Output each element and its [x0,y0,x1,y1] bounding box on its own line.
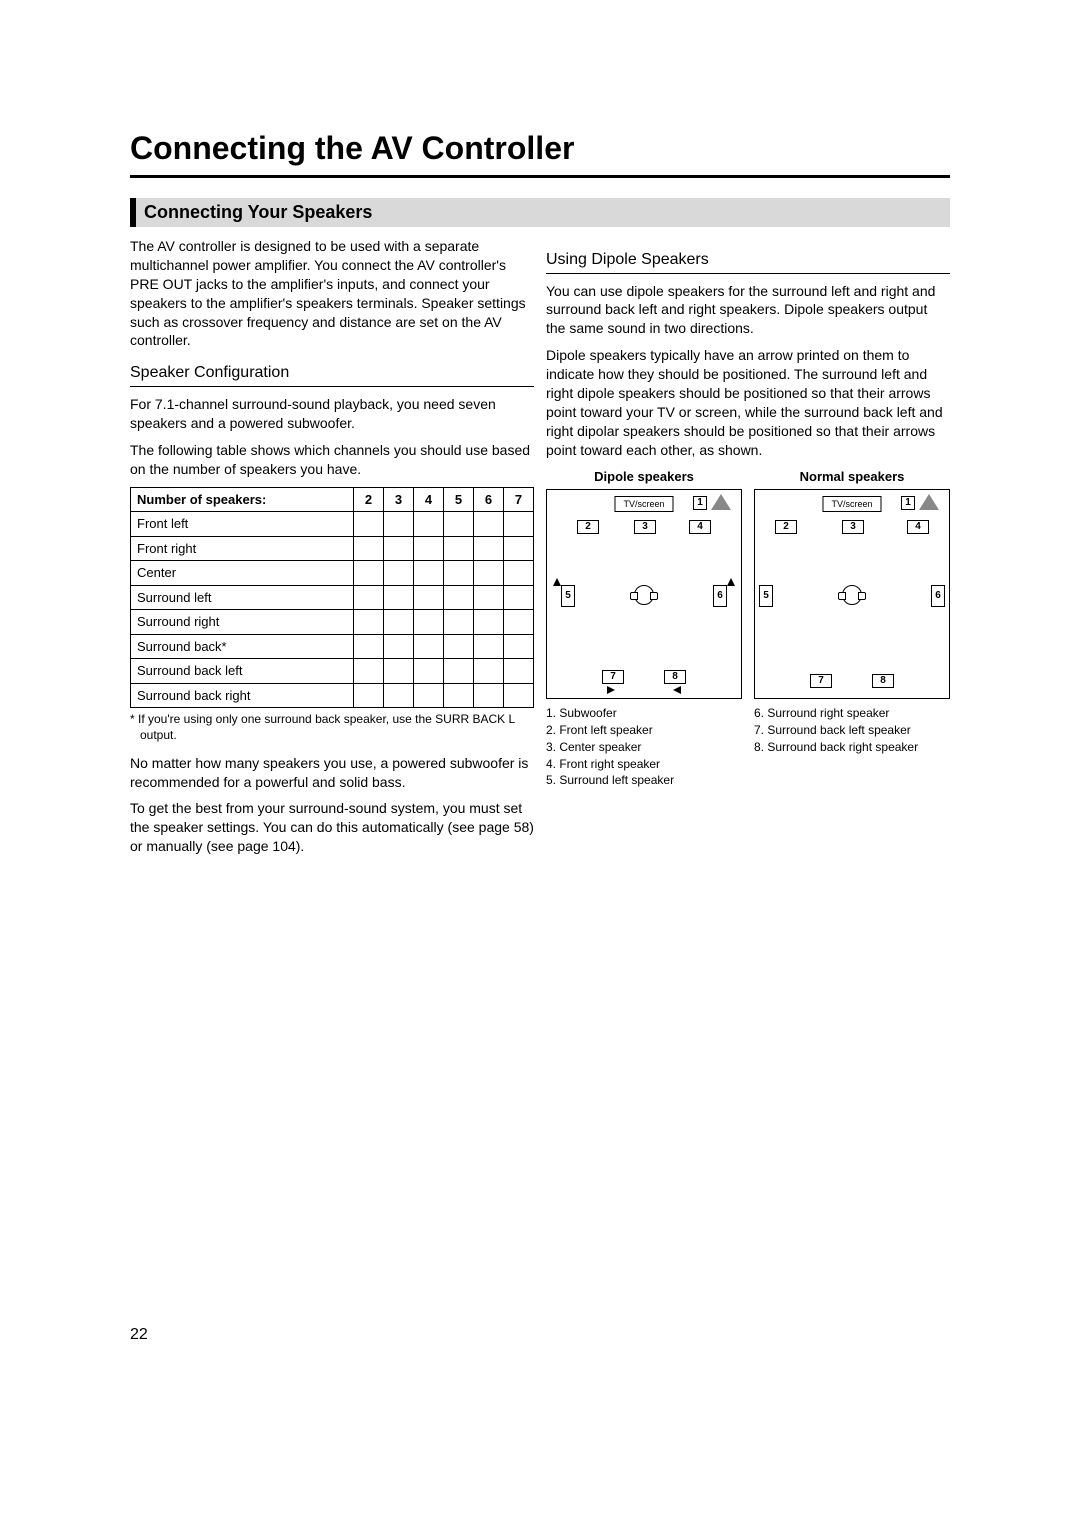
marker-4: 4 [907,520,929,534]
diagram-normal: Normal speakers TV/screen 1 2 3 4 5 6 7 … [754,468,950,700]
speaker-diagrams: Dipole speakers TV/screen 1 2 3 4 5 6 7 [546,468,950,700]
marker-2: 2 [577,520,599,534]
table-row: Front right [131,536,534,561]
arrow-icon [553,578,561,586]
row-label: Surround right [131,610,354,635]
marker-5: 5 [561,585,575,607]
intro-paragraph: The AV controller is designed to be used… [130,237,534,350]
diagram-title-normal: Normal speakers [754,468,950,486]
marker-6: 6 [713,585,727,607]
marker-1: 1 [901,496,915,510]
tv-label: TV/screen [614,496,673,512]
col-3: 3 [384,487,414,512]
legend-item: 4. Front right speaker [546,756,742,773]
listener-icon [634,585,654,605]
subheading-rule [130,386,534,387]
col-7: 7 [504,487,534,512]
col-2: 2 [354,487,384,512]
para-settings: To get the best from your surround-sound… [130,799,534,856]
subheading-rule [546,273,950,274]
marker-6: 6 [931,585,945,607]
arrow-icon [607,686,615,694]
table-row: Surround right [131,610,534,635]
tv-label: TV/screen [822,496,881,512]
marker-1: 1 [693,496,707,510]
section-heading: Connecting Your Speakers [130,198,950,227]
para-subwoofer: No matter how many speakers you use, a p… [130,754,534,792]
legend-item: 8. Surround back right speaker [754,739,950,756]
subheading-dipole: Using Dipole Speakers [546,249,950,271]
row-label: Center [131,561,354,586]
row-label: Surround back right [131,683,354,708]
page-number: 22 [130,1326,148,1344]
marker-4: 4 [689,520,711,534]
row-label: Surround back* [131,634,354,659]
legend-item: 6. Surround right speaker [754,705,950,722]
legend-item: 1. Subwoofer [546,705,742,722]
table-row: Center [131,561,534,586]
legend-item: 7. Surround back left speaker [754,722,950,739]
table-row: Front left [131,512,534,537]
legend-col-right: 6. Surround right speaker 7. Surround ba… [754,705,950,789]
diagram-legend: 1. Subwoofer 2. Front left speaker 3. Ce… [546,705,950,789]
table-row: Surround back left [131,659,534,684]
arrow-icon [727,578,735,586]
marker-3: 3 [634,520,656,534]
col-4: 4 [414,487,444,512]
table-row: Surround left [131,585,534,610]
row-label: Front left [131,512,354,537]
marker-8: 8 [664,670,686,684]
col-5: 5 [444,487,474,512]
table-row: Surround back* [131,634,534,659]
table-footnote: * If you're using only one surround back… [130,712,534,743]
table-header-row: Number of speakers: 2 3 4 5 6 7 [131,487,534,512]
table-header-label: Number of speakers: [131,487,354,512]
legend-item: 3. Center speaker [546,739,742,756]
marker-8: 8 [872,674,894,688]
marker-2: 2 [775,520,797,534]
subwoofer-icon [919,494,939,510]
row-label: Front right [131,536,354,561]
page-content: Connecting the AV Controller Connecting … [130,130,950,864]
left-column: The AV controller is designed to be used… [130,237,534,864]
table-row: Surround back right [131,683,534,708]
room-normal: TV/screen 1 2 3 4 5 6 7 8 [754,489,950,699]
room-dipole: TV/screen 1 2 3 4 5 6 7 8 [546,489,742,699]
para-dipole-1: You can use dipole speakers for the surr… [546,282,950,339]
legend-item: 2. Front left speaker [546,722,742,739]
page-title: Connecting the AV Controller [130,130,950,167]
para-speaker-config-2: The following table shows which channels… [130,441,534,479]
title-rule [130,175,950,178]
arrow-icon [673,686,681,694]
col-6: 6 [474,487,504,512]
speaker-channel-table: Number of speakers: 2 3 4 5 6 7 Front le… [130,487,534,709]
row-label: Surround left [131,585,354,610]
marker-7: 7 [810,674,832,688]
marker-5: 5 [759,585,773,607]
diagram-title-dipole: Dipole speakers [546,468,742,486]
marker-7: 7 [602,670,624,684]
listener-icon [842,585,862,605]
para-speaker-config-1: For 7.1-channel surround-sound playback,… [130,395,534,433]
row-label: Surround back left [131,659,354,684]
subwoofer-icon [711,494,731,510]
right-column: Using Dipole Speakers You can use dipole… [546,237,950,864]
two-column-layout: The AV controller is designed to be used… [130,237,950,864]
legend-item: 5. Surround left speaker [546,772,742,789]
diagram-dipole: Dipole speakers TV/screen 1 2 3 4 5 6 7 [546,468,742,700]
subheading-speaker-config: Speaker Configuration [130,362,534,384]
legend-col-left: 1. Subwoofer 2. Front left speaker 3. Ce… [546,705,742,789]
para-dipole-2: Dipole speakers typically have an arrow … [546,346,950,459]
marker-3: 3 [842,520,864,534]
